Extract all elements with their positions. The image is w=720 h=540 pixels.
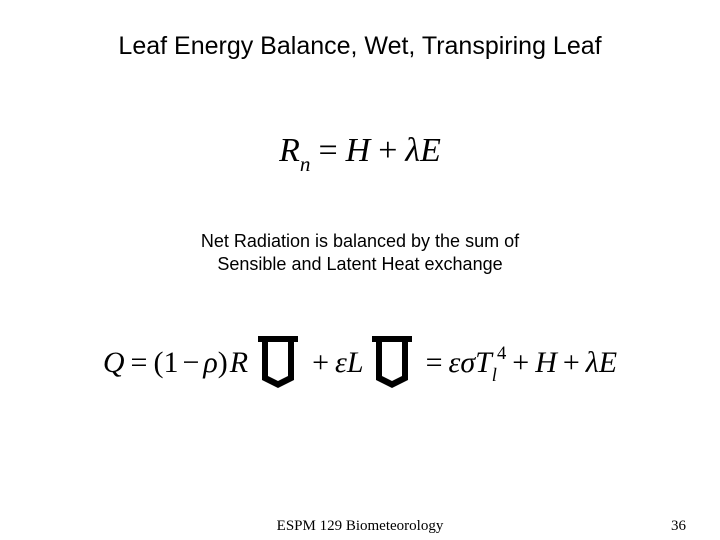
eq2-minus: − bbox=[178, 346, 203, 379]
eq2-eq1: = bbox=[125, 346, 154, 379]
footer-course: ESPM 129 Biometeorology bbox=[0, 518, 720, 535]
eq2-Q: Q bbox=[103, 346, 125, 379]
eq2-rp: ) bbox=[218, 346, 228, 379]
caption-line2: Sensible and Latent Heat exchange bbox=[217, 254, 502, 274]
eq2-L: L bbox=[347, 346, 364, 379]
arrow-icon bbox=[368, 336, 416, 388]
eq1-R: R bbox=[279, 132, 300, 169]
eq1-plus: + bbox=[370, 132, 405, 169]
eq2-T: T bbox=[475, 346, 492, 379]
slide: Leaf Energy Balance, Wet, Transpiring Le… bbox=[0, 0, 720, 540]
down-arrow-glyph-1 bbox=[250, 336, 306, 388]
slide-title: Leaf Energy Balance, Wet, Transpiring Le… bbox=[0, 32, 720, 61]
eq2-sigma: σ bbox=[460, 346, 475, 379]
eq1-lambda: λ bbox=[405, 132, 420, 169]
eq1-n: n bbox=[300, 152, 311, 176]
eq2-4: 4 bbox=[497, 343, 506, 364]
eq2-eq2: = bbox=[420, 346, 449, 379]
down-arrow-glyph-2 bbox=[364, 336, 420, 388]
eq2-plus1: + bbox=[306, 346, 335, 379]
eq2-eps1: ε bbox=[335, 346, 347, 379]
eq1-E: E bbox=[420, 132, 441, 169]
eq1-eq: = bbox=[310, 132, 345, 169]
equation-1: Rn=H+λE bbox=[0, 132, 720, 175]
equation-2: Q=(1−ρ)R+εL=εσTl4+H+λE bbox=[0, 336, 720, 388]
caption-line1: Net Radiation is balanced by the sum of bbox=[201, 231, 519, 251]
eq2-lambda: λ bbox=[586, 346, 599, 379]
eq2-E: E bbox=[599, 346, 617, 379]
eq2-lp: (1 bbox=[153, 346, 178, 379]
eq2-R: R bbox=[228, 346, 250, 379]
caption: Net Radiation is balanced by the sum of … bbox=[0, 230, 720, 275]
eq1-H: H bbox=[346, 132, 371, 169]
eq2-rho: ρ bbox=[203, 346, 217, 379]
eq2-plus3: + bbox=[557, 346, 586, 379]
eq2-H: H bbox=[535, 346, 557, 379]
arrow-icon bbox=[254, 336, 302, 388]
eq2-l: l bbox=[492, 365, 497, 386]
footer-page-number: 36 bbox=[671, 518, 686, 535]
eq2-eps2: ε bbox=[448, 346, 460, 379]
eq2-plus2: + bbox=[506, 346, 535, 379]
